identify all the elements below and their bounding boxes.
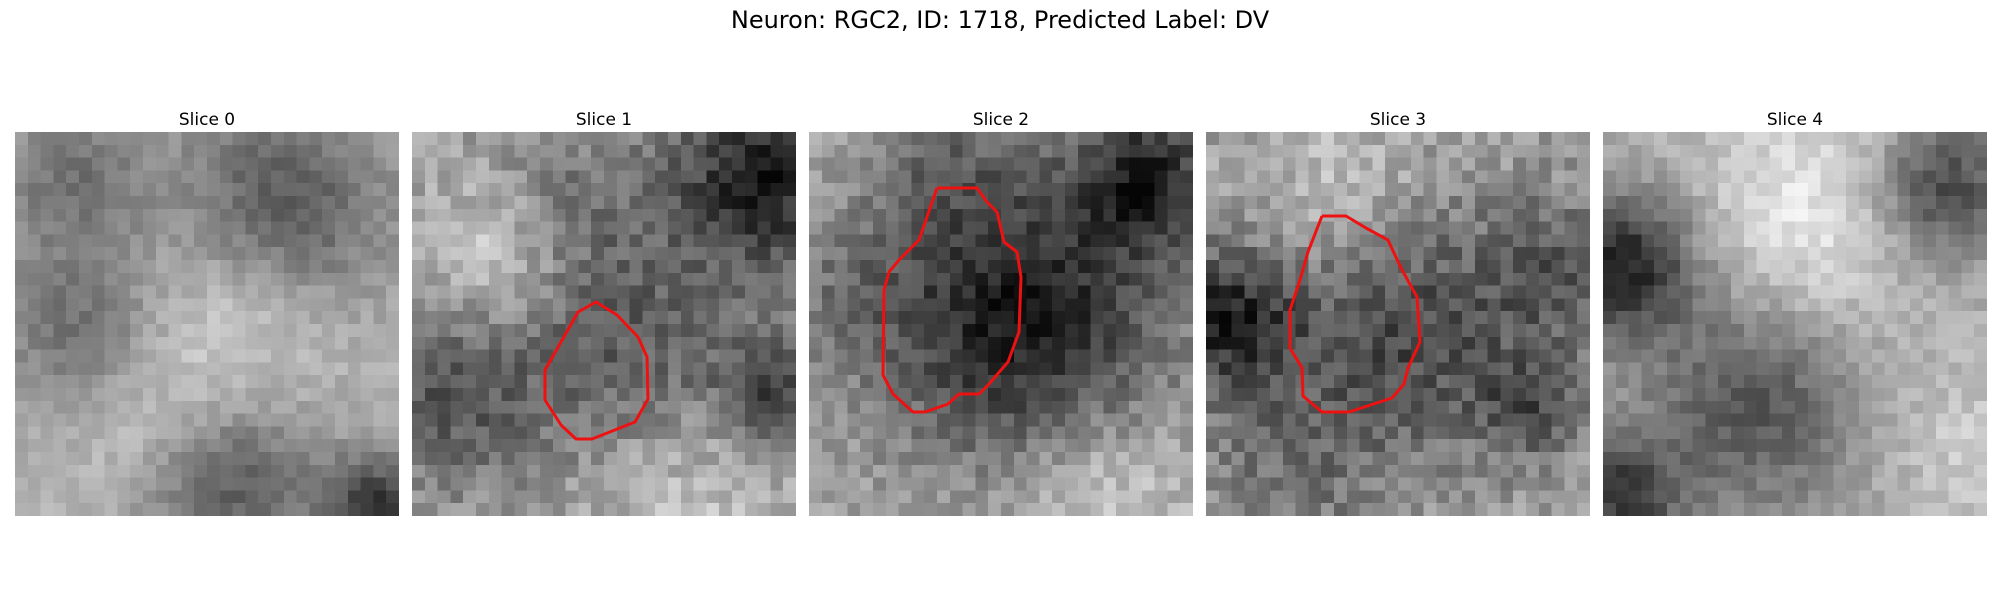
slice-panel-1: Slice 1 [412,108,796,516]
slice-panel-4: Slice 4 [1603,108,1987,516]
slice-title-0: Slice 0 [178,110,236,130]
slice-panel-3: Slice 3 [1206,108,1590,516]
slice-title-1: Slice 1 [575,110,633,130]
slice-image-1 [412,132,796,516]
slice-contour-3 [1288,214,1422,414]
slice-image-2 [809,132,1193,516]
slice-image-0 [15,132,399,516]
slice-title-3: Slice 3 [1369,110,1427,130]
slice-image-3 [1206,132,1590,516]
figure-title: Neuron: RGC2, ID: 1718, Predicted Label:… [730,6,1270,34]
slice-panel-2: Slice 2 [809,108,1193,516]
slice-image-canvas-2 [809,132,1193,516]
slice-panel-0: Slice 0 [15,108,399,516]
slice-image-canvas-4 [1603,132,1987,516]
slice-title-2: Slice 2 [972,110,1030,130]
slice-image-canvas-1 [412,132,796,516]
slice-contour-1 [543,300,650,441]
slice-image-4 [1603,132,1987,516]
slice-image-canvas-3 [1206,132,1590,516]
slice-image-canvas-0 [15,132,399,516]
slice-title-4: Slice 4 [1766,110,1824,130]
slice-contour-2 [881,186,1023,414]
